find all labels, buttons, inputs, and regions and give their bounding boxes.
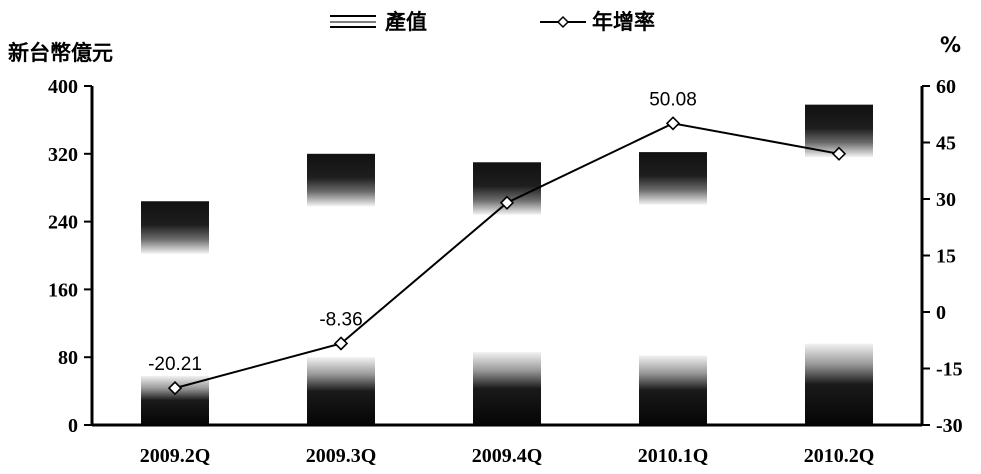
y-left-tick-label: 400 <box>48 76 78 98</box>
growth-rate-marker <box>665 116 681 131</box>
y-right-ticks: -30 -15 0 15 30 45 60 <box>922 76 963 437</box>
y-right-tick-label: 60 <box>936 76 956 98</box>
x-tick-label: 2010.2Q <box>804 445 875 467</box>
y-left-axis-label: 新台幣億元 <box>8 41 113 65</box>
y-left-tick-label: 80 <box>58 347 78 369</box>
legend-bar-label: 產值 <box>385 10 427 34</box>
legend: 產值 年增率 <box>330 10 655 34</box>
growth-rate-data-label: -8.36 <box>319 309 362 330</box>
legend-bar-swatch <box>330 15 376 28</box>
growth-rate-marker <box>499 195 515 210</box>
y-right-tick-label: 0 <box>936 302 946 324</box>
bar-segment-lower <box>639 355 707 425</box>
x-tick-label: 2009.4Q <box>472 445 543 467</box>
growth-rate-marker <box>333 336 349 351</box>
y-right-tick-label: 15 <box>936 246 956 268</box>
legend-line-swatch <box>540 15 586 29</box>
x-tick-label: 2009.3Q <box>306 445 377 467</box>
x-tick-label: 2009.2Q <box>140 445 211 467</box>
y-left-tick-label: 240 <box>48 212 78 234</box>
y-right-tick-label: -30 <box>936 415 963 437</box>
bar-segment-upper <box>307 153 375 207</box>
x-tick-labels: 2009.2Q 2009.3Q 2009.4Q 2010.1Q 2010.2Q <box>140 445 875 467</box>
bar-segment-upper <box>141 201 209 254</box>
bar-series <box>141 104 873 425</box>
y-left-tick-label: 320 <box>48 144 78 166</box>
growth-rate-marker <box>831 146 847 161</box>
bar-segment-upper <box>639 152 707 205</box>
y-right-tick-label: 30 <box>936 189 956 211</box>
y-left-tick-label: 0 <box>68 415 78 437</box>
y-right-tick-label: -15 <box>936 359 963 381</box>
bar-segment-lower <box>307 357 375 425</box>
growth-rate-data-label: 50.08 <box>649 89 697 110</box>
bar-segment-lower <box>805 343 873 425</box>
legend-line-label: 年增率 <box>592 10 655 34</box>
y-right-tick-label: 45 <box>936 133 956 155</box>
x-tick-label: 2010.1Q <box>638 445 709 467</box>
y-left-tick-label: 160 <box>48 279 78 301</box>
growth-rate-data-label: -20.21 <box>148 354 202 375</box>
growth-rate-marker <box>167 380 183 396</box>
line-series: -20.21 -8.36 50.08 <box>148 89 847 396</box>
y-right-axis-label: % <box>940 33 961 57</box>
bar-segment-lower <box>473 352 541 425</box>
y-left-ticks: 0 80 160 240 320 400 <box>48 76 92 437</box>
